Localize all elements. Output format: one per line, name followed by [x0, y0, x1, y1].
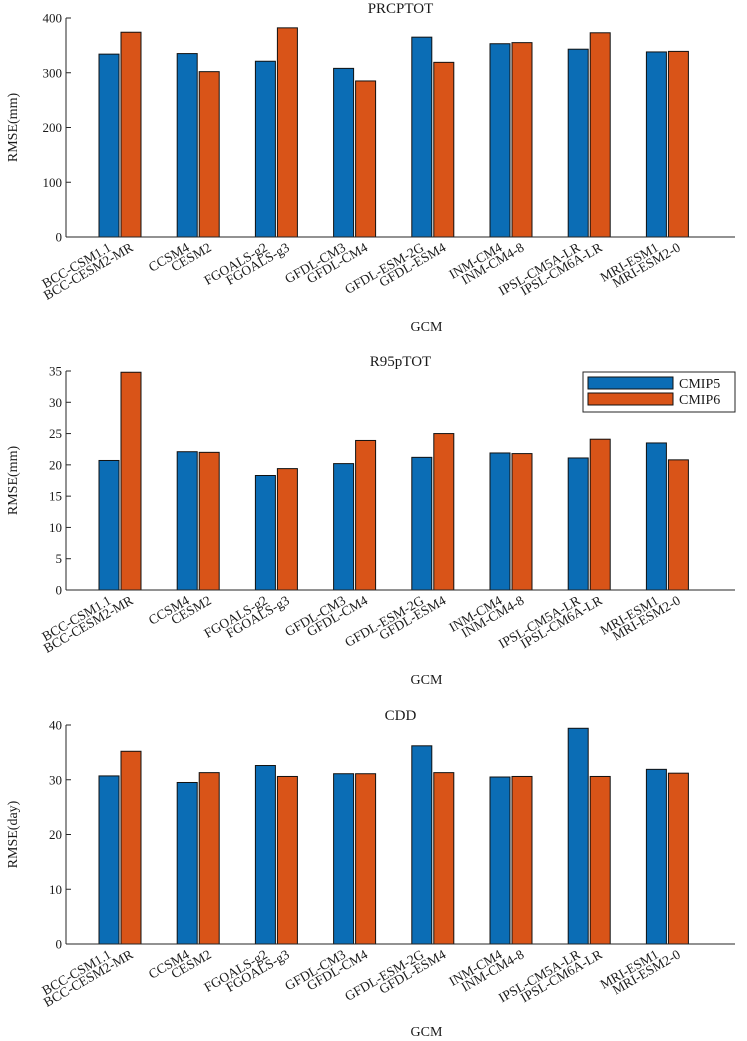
bar-cmip5 [567, 48, 589, 238]
bar-cmip6 [355, 80, 377, 238]
bar-cmip6 [198, 772, 220, 945]
bar-cmip6 [120, 371, 142, 591]
bar-cmip5 [176, 451, 198, 591]
bar-cmip5 [254, 60, 276, 238]
bar-cmip6 [120, 750, 142, 945]
chart-title: CDD [385, 708, 417, 724]
y-tick-label: 300 [43, 65, 63, 80]
y-axis-label: RMSE(mm) [6, 446, 21, 516]
y-tick-label: 25 [49, 426, 62, 441]
bar-cmip5 [489, 43, 511, 238]
x-axis-label: GCM [411, 1025, 443, 1040]
chart-panel-prcptot: PRCPTOT0100200300400RMSE(mm)BCC-CSM1.1BC… [6, 1, 735, 335]
bar-cmip6 [667, 459, 689, 591]
bar-cmip5 [645, 768, 667, 945]
legend-swatch-cmip5 [587, 376, 674, 390]
legend-swatch-cmip6 [587, 392, 674, 406]
y-tick-label: 30 [49, 395, 62, 410]
bar-cmip6 [433, 433, 455, 591]
y-tick-label: 30 [49, 772, 62, 787]
bar-cmip6 [589, 438, 611, 591]
y-tick-label: 0 [56, 230, 63, 245]
bar-cmip6 [198, 71, 220, 238]
bar-cmip5 [645, 442, 667, 591]
bar-cmip6 [355, 773, 377, 945]
y-tick-label: 20 [49, 827, 62, 842]
bar-cmip6 [667, 50, 689, 238]
y-tick-label: 10 [49, 520, 62, 535]
bar-cmip6 [511, 775, 533, 945]
bar-cmip6 [120, 31, 142, 238]
bar-cmip5 [411, 745, 433, 945]
x-axis-label: GCM [411, 673, 443, 688]
bar-cmip6 [276, 468, 298, 591]
bar-cmip6 [198, 451, 220, 591]
chart-title: R95pTOT [370, 354, 431, 370]
chart-panel-cdd: CDD010203040RMSE(day)BCC-CSM1.1BCC-CESM2… [6, 708, 735, 1040]
chart-panel-r95ptot: R95pTOT05101520253035RMSE(mm)BCC-CSM1.1B… [6, 354, 736, 688]
bar-cmip5 [98, 775, 120, 945]
bar-cmip5 [254, 474, 276, 591]
y-tick-label: 35 [49, 364, 62, 379]
legend-label-cmip6: CMIP6 [679, 393, 720, 408]
y-tick-label: 0 [56, 937, 63, 952]
bar-cmip5 [411, 456, 433, 591]
y-tick-label: 20 [49, 457, 62, 472]
bar-cmip5 [333, 773, 355, 945]
bar-cmip5 [176, 53, 198, 238]
y-tick-label: 40 [49, 718, 62, 733]
y-axis-label: RMSE(mm) [6, 93, 21, 163]
bar-cmip6 [355, 439, 377, 591]
bar-cmip6 [433, 61, 455, 238]
legend-label-cmip5: CMIP5 [679, 377, 720, 392]
bar-cmip5 [567, 457, 589, 591]
bar-cmip5 [567, 727, 589, 945]
bar-cmip6 [511, 453, 533, 591]
bar-cmip5 [411, 36, 433, 238]
y-tick-label: 10 [49, 882, 62, 897]
y-tick-label: 5 [56, 551, 63, 566]
x-axis-label: GCM [411, 320, 443, 335]
bar-cmip6 [667, 772, 689, 945]
y-tick-label: 15 [49, 489, 62, 504]
bar-cmip6 [433, 772, 455, 945]
bar-cmip5 [489, 776, 511, 945]
bar-cmip5 [333, 463, 355, 591]
y-tick-label: 200 [43, 120, 63, 135]
bar-cmip6 [589, 32, 611, 238]
y-tick-label: 400 [43, 11, 63, 26]
y-axis-label: RMSE(day) [6, 800, 21, 868]
bar-cmip5 [98, 459, 120, 591]
bar-cmip5 [176, 781, 198, 945]
chart-title: PRCPTOT [368, 1, 434, 17]
bar-cmip6 [511, 42, 533, 238]
bar-cmip6 [589, 775, 611, 945]
bar-cmip6 [276, 27, 298, 238]
bar-cmip5 [333, 67, 355, 238]
bar-cmip6 [276, 775, 298, 945]
bar-cmip5 [489, 452, 511, 591]
bar-cmip5 [98, 53, 120, 238]
y-tick-label: 0 [56, 583, 63, 598]
bar-cmip5 [645, 51, 667, 238]
bar-cmip5 [254, 765, 276, 945]
y-tick-label: 100 [43, 175, 63, 190]
